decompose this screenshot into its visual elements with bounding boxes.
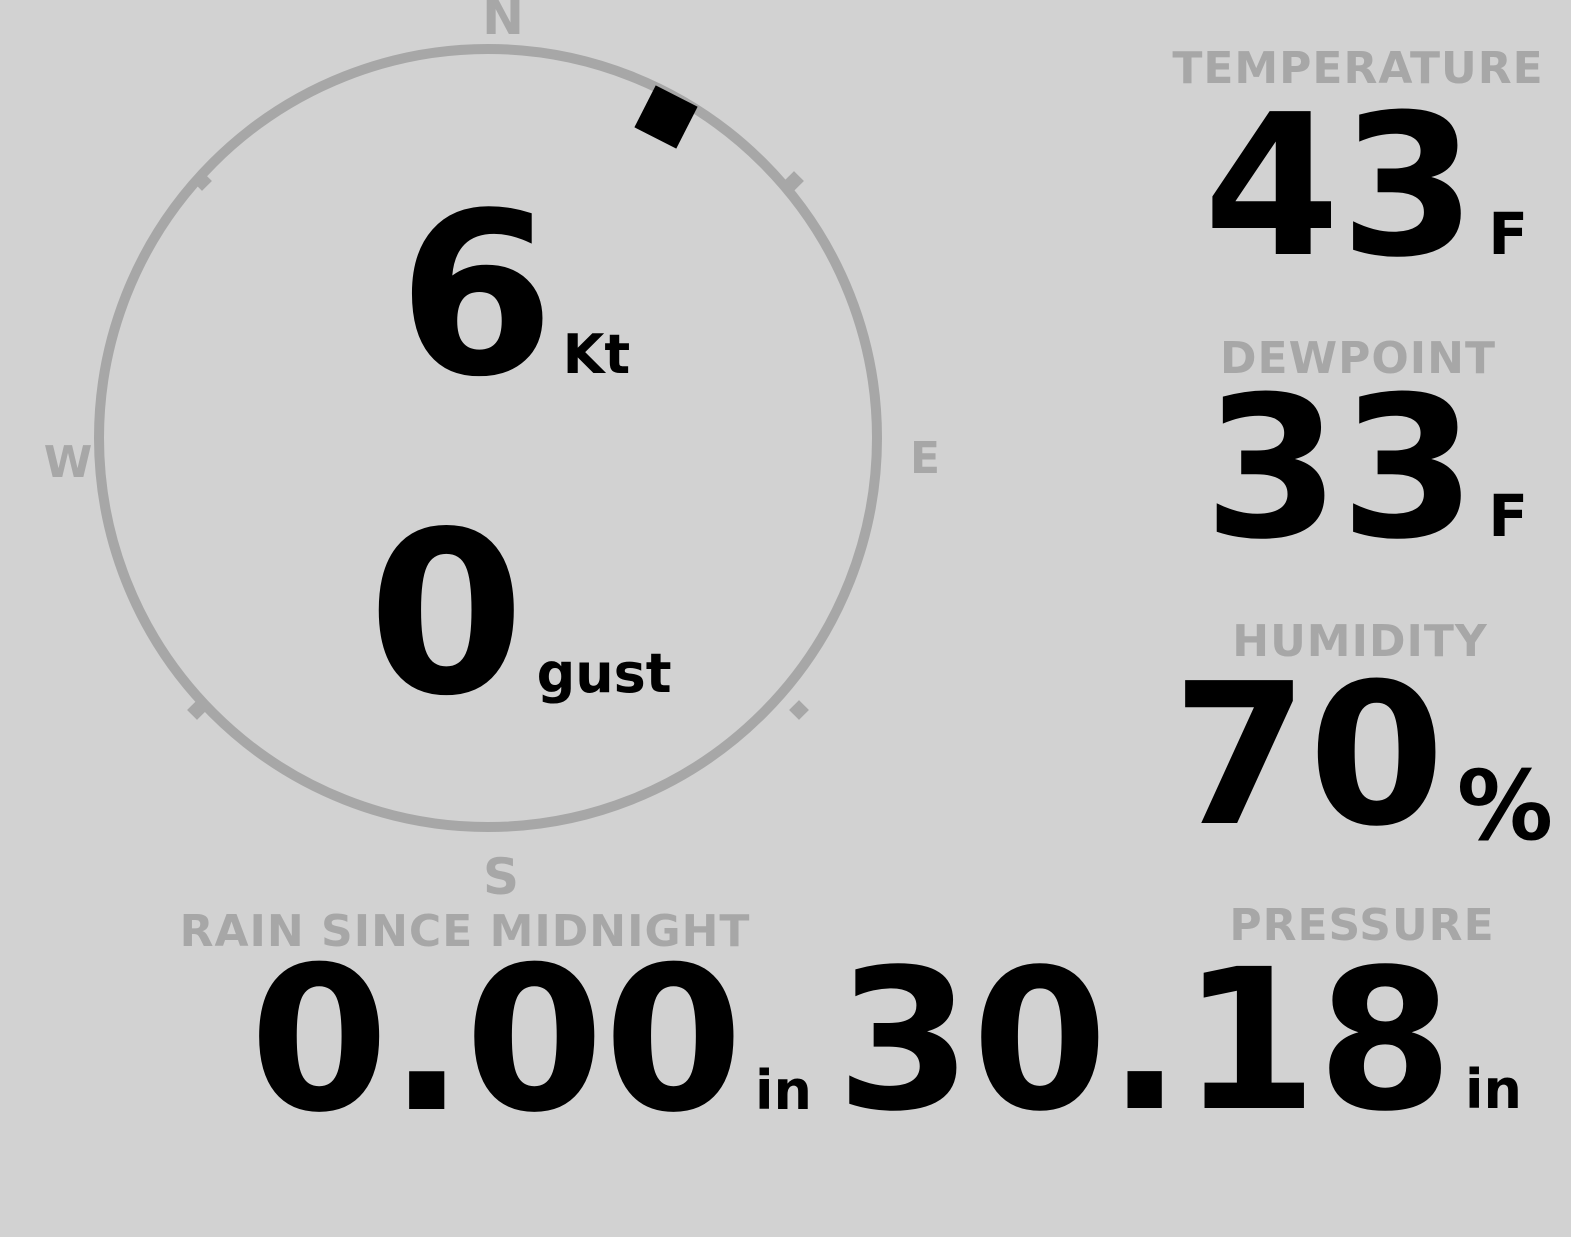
compass-tick-se (789, 700, 809, 720)
compass-label-east: E (909, 433, 941, 484)
dewpoint-reading: 33 F (1204, 371, 1528, 567)
compass-label-south: S (482, 848, 520, 906)
rain-reading: 0.00 in (250, 941, 812, 1141)
compass-label-west: W (43, 437, 93, 488)
pressure-unit: in (1465, 1058, 1522, 1121)
temperature-label: TEMPERATURE (1172, 43, 1544, 94)
wind-gust: 0 gust (368, 503, 672, 728)
temperature-value: 43 (1203, 73, 1477, 301)
pressure-reading: 30.18 in (836, 943, 1522, 1138)
wind-speed: 6 Kt (398, 184, 630, 409)
rain-label: RAIN SINCE MIDNIGHT (179, 906, 751, 957)
rain-value: 0.00 (249, 924, 744, 1157)
dewpoint-label: DEWPOINT (1220, 333, 1496, 384)
humidity-value: 70 (1172, 642, 1445, 870)
pressure-value: 30.18 (836, 927, 1454, 1154)
humidity-reading: 70 % (1172, 658, 1553, 854)
dewpoint-unit: F (1488, 482, 1528, 550)
wind-speed-value: 6 (398, 165, 555, 427)
compass-label-north: N (482, 0, 524, 46)
pressure-label: PRESSURE (1229, 900, 1495, 951)
wind-gust-unit: gust (536, 642, 672, 705)
temperature-unit: F (1488, 200, 1528, 268)
compass-circle (94, 44, 882, 832)
humidity-label: HUMIDITY (1232, 616, 1488, 667)
wind-gust-value: 0 (368, 484, 525, 746)
humidity-unit: % (1456, 750, 1553, 862)
dewpoint-value: 33 (1203, 355, 1477, 583)
wind-speed-unit: Kt (562, 323, 631, 386)
rain-unit: in (755, 1059, 812, 1122)
temperature-reading: 43 F (1204, 89, 1528, 285)
